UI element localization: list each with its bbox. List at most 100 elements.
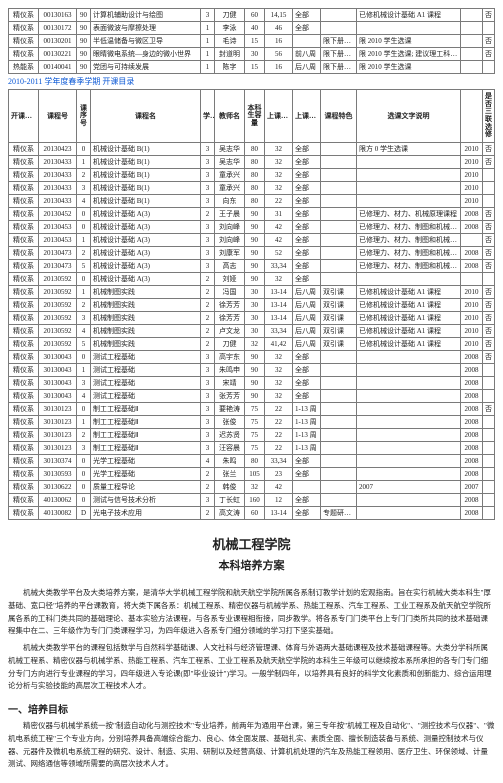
cell-code: 30130123 xyxy=(39,442,77,455)
para-3: 精密仪器与机械学系统一按"制造自动化与测控技术"专业培养，前两年为通用平台课，第… xyxy=(8,720,495,771)
table-row: 精仪系201304732机械设计基础 A(3)3刘康军9052全部已修理力、材力… xyxy=(9,247,495,260)
cell-dept: 精仪系 xyxy=(9,429,39,442)
cell-yr xyxy=(461,22,483,35)
cell-note xyxy=(357,169,461,182)
cell-name: 测试工程基础 xyxy=(91,364,201,377)
cell-tch: 刀健 xyxy=(215,338,245,351)
cell-yr: 2010 xyxy=(461,286,483,299)
cell-dept: 精仪系 xyxy=(9,377,39,390)
h-nar: 是否三联选修 xyxy=(483,90,495,143)
cell-note: 限方 0 学生选课 xyxy=(357,143,461,156)
cell-ord: 1 xyxy=(77,286,91,299)
h-tz: 课程特色 xyxy=(321,90,357,143)
cell-time: 56 xyxy=(265,48,293,61)
cell-dept: 精仪系 xyxy=(9,182,39,195)
cell-b xyxy=(483,429,495,442)
cell-note: 限 2010 学生选课 xyxy=(357,61,461,74)
cell-yr: 2008 xyxy=(461,494,483,507)
cell-time: 32 xyxy=(265,390,293,403)
cell-ord: 90 xyxy=(77,61,91,74)
h-zc: 上课周次 xyxy=(293,90,321,143)
cell-time: 16 xyxy=(265,35,293,48)
cell-cap: 60 xyxy=(245,507,265,520)
cell-cap: 80 xyxy=(245,143,265,156)
cell-yr: 2008 xyxy=(461,364,483,377)
cell-ord: 0 xyxy=(77,273,91,286)
para-1: 机械大类教学平台及大类培养方案，是清华大学机械工程学院和航天航空学院所属各系制订… xyxy=(8,587,495,638)
cell-zc xyxy=(293,35,321,48)
cell-yr xyxy=(461,273,483,286)
cell-time: 13-14 xyxy=(265,299,293,312)
cell-yr: 2008 xyxy=(461,221,483,234)
cell-yr: 2010 xyxy=(461,143,483,156)
cell-dept: 精仪系 xyxy=(9,9,39,22)
cell-zc: 后八周 xyxy=(293,61,321,74)
cell-code: 30130593 xyxy=(39,468,77,481)
cell-xf: 3 xyxy=(201,403,215,416)
cell-cap: 80 xyxy=(245,182,265,195)
cell-yr: 2010 xyxy=(461,169,483,182)
cell-xf: 3 xyxy=(201,442,215,455)
cell-xf: 3 xyxy=(201,351,215,364)
cell-yr: 2010 xyxy=(461,312,483,325)
cell-b: 否 xyxy=(483,208,495,221)
cell-tch: 张俊 xyxy=(215,416,245,429)
cell-code: 20130433 xyxy=(39,169,77,182)
cell-tch: 向东 xyxy=(215,195,245,208)
cell-yr xyxy=(461,35,483,48)
cell-name: 机械设计基础 A(3) xyxy=(91,273,201,286)
cell-tch: 徐芳芳 xyxy=(215,299,245,312)
table-row: 精仪系201304520机械设计基础 A(3)2王子晨9031全部已修理力、材力… xyxy=(9,208,495,221)
cell-name: 制工工程基础Ⅱ xyxy=(91,429,201,442)
cell-b: 否 xyxy=(483,234,495,247)
cell-tch: 冯国 xyxy=(215,286,245,299)
cell-name: 机械设计基础 B(1) xyxy=(91,169,201,182)
cell-yr: 2008 xyxy=(461,377,483,390)
cell-zc: 全部 xyxy=(293,468,321,481)
cell-yr: 2008 xyxy=(461,351,483,364)
cell-note xyxy=(357,429,461,442)
cell-dept: 精仪系 xyxy=(9,325,39,338)
cell-time: 31 xyxy=(265,208,293,221)
table-row: 精仪系301306220质量工程导论2韩俊324220072007 xyxy=(9,481,495,494)
cell-tch: 迟苏贤 xyxy=(215,429,245,442)
cell-ord: 0 xyxy=(77,468,91,481)
cell-cap: 90 xyxy=(245,234,265,247)
table-row: 精仪系301305930光学工程基础2张兰10523全部2008 xyxy=(9,468,495,481)
cell-zc: 1-13 周 xyxy=(293,416,321,429)
cell-zc: 全部 xyxy=(293,364,321,377)
cell-xf: 3 xyxy=(201,156,215,169)
cell-note xyxy=(357,416,461,429)
cell-note: 已修理力、材力、机械原理课程 xyxy=(357,208,461,221)
cell-tz xyxy=(321,442,357,455)
cell-tz xyxy=(321,195,357,208)
cell-b xyxy=(483,494,495,507)
cell-tz: 限下册选课 xyxy=(321,35,357,48)
cell-tz xyxy=(321,273,357,286)
cell-cap: 80 xyxy=(245,156,265,169)
cell-zc: 1-13 周 xyxy=(293,403,321,416)
cell-note xyxy=(357,195,461,208)
cell-zc: 后八周 xyxy=(293,325,321,338)
table-row: 精仪系201304332机械设计基础 B(1)3童承兴8032全部2010 xyxy=(9,169,495,182)
cell-cap: 75 xyxy=(245,403,265,416)
cell-zc: 后八周 xyxy=(293,286,321,299)
cell-dept: 精仪系 xyxy=(9,416,39,429)
cell-cap: 75 xyxy=(245,416,265,429)
cell-b: 否 xyxy=(483,286,495,299)
cell-time: 32 xyxy=(265,351,293,364)
cell-ord: 3 xyxy=(77,377,91,390)
cell-b xyxy=(483,22,495,35)
cell-code: 20130592 xyxy=(39,338,77,351)
cell-note: 已修理力、材力、制图和机械原理课程 xyxy=(357,247,461,260)
cell-cap: 90 xyxy=(245,260,265,273)
cell-b xyxy=(483,364,495,377)
section-title: 机械工程学院 xyxy=(8,520,495,557)
cell-name: 眼睛微电系统—身边的微小世界 xyxy=(91,48,201,61)
cell-yr: 2008 xyxy=(461,455,483,468)
cell-tch: 高文涛 xyxy=(215,507,245,520)
cell-dept: 精仪系 xyxy=(9,208,39,221)
table-row: 精仪系201304530机械设计基础 A(3)3刘向峰9042全部已修理力、材力… xyxy=(9,221,495,234)
table-row: 精仪系201305920机械设计基础 A(3)2刘娅9032全部 xyxy=(9,273,495,286)
cell-tch: 毛诗 xyxy=(215,35,245,48)
